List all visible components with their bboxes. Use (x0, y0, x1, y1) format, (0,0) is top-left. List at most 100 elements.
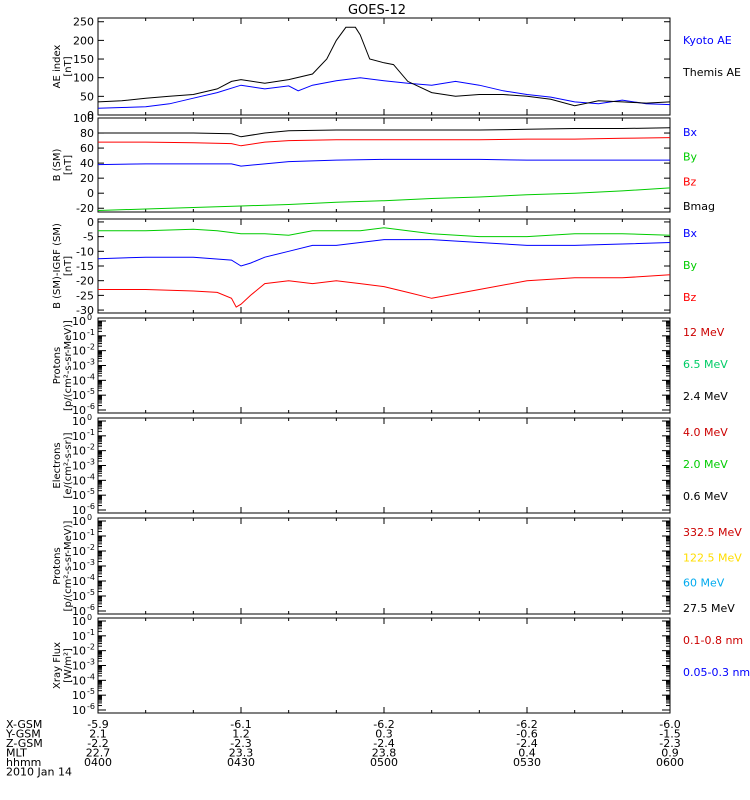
y-tick-label: 0 (87, 216, 94, 229)
legend-label: Bx (683, 126, 698, 139)
footer-row-label: X-GSM (6, 718, 42, 731)
y-tick-label: 10 (72, 615, 86, 628)
y-tick-label: 10 (72, 430, 86, 443)
footer-row-label: Z-GSM (6, 737, 43, 750)
legend-label: 0.05-0.3 nm (683, 666, 750, 679)
footer-row-label: hhmm (6, 756, 41, 769)
panel-frame (97, 617, 671, 714)
legend-label: By (683, 151, 698, 164)
y-tick-exponent: -4 (87, 672, 95, 681)
y-tick-label: 10 (72, 445, 86, 458)
y-tick-label: 10 (72, 605, 86, 618)
series-line-bmag (97, 158, 670, 167)
footer-value: -0.6 (516, 728, 537, 741)
y-tick-exponent: -6 (87, 702, 95, 711)
y-tick-label: -20 (76, 202, 94, 215)
y-tick-label: 10 (72, 545, 86, 558)
footer-value: -2.4 (516, 737, 537, 750)
y-tick-label: -20 (76, 275, 94, 288)
series-line-by (98, 227, 671, 238)
y-tick-exponent: -4 (87, 573, 95, 582)
legend-label: 0.6 MeV (683, 490, 728, 503)
y-tick-exponent: -4 (87, 372, 95, 381)
y-tick-label: 10 (72, 404, 86, 417)
y-tick-exponent: -2 (87, 443, 95, 452)
y-tick-exponent: -2 (87, 643, 95, 652)
y-axis-label: B (SM)-IGRF (SM)[nT] (52, 223, 74, 309)
panel-2: B (SM)[nT] -20 0 20 40 60 80 100 Bx By Bz Bmag (52, 112, 715, 215)
y-axis-label-line: [W/m²] (63, 648, 74, 683)
y-tick-label: 10 (72, 515, 86, 528)
y-tick-exponent: -1 (87, 428, 95, 437)
y-tick-label: 10 (72, 315, 86, 328)
y-tick-exponent: 0 (87, 313, 92, 322)
y-axis-label: Electrons[e/(cm²-s-sr)] (52, 432, 74, 498)
y-tick-exponent: 0 (87, 513, 92, 522)
y-tick-label: -15 (76, 260, 94, 273)
legend-label: 0.1-0.8 nm (683, 634, 743, 647)
y-axis-label: Protons[p/(cm²-s-sr-MeV)] (52, 520, 74, 611)
footer-value: 23.8 (372, 747, 397, 760)
legend-label: 2.0 MeV (683, 458, 728, 471)
panel-frame (97, 218, 671, 314)
y-tick-label: 100 (73, 112, 94, 125)
y-tick-exponent: -3 (87, 358, 95, 367)
y-tick-label: 10 (72, 360, 86, 373)
y-tick-exponent: -6 (87, 402, 95, 411)
y-tick-label: 10 (72, 345, 86, 358)
series-line-bz (98, 137, 671, 147)
y-tick-label: 10 (72, 704, 86, 717)
y-tick-exponent: -5 (87, 387, 95, 396)
y-tick-label: -5 (83, 231, 94, 244)
y-tick-label: 10 (72, 474, 86, 487)
legend-label: 2.4 MeV (683, 390, 728, 403)
footer-value: -2.3 (230, 737, 251, 750)
footer-value: -6.0 (659, 718, 680, 731)
y-axis-label: Xray Flux[W/m²] (52, 642, 74, 689)
footer-date: 2010 Jan 14 (6, 766, 72, 779)
footer-value: -6.1 (230, 718, 251, 731)
y-tick-label: 10 (72, 590, 86, 603)
y-tick-exponent: -3 (87, 458, 95, 467)
panel-frame (97, 517, 671, 615)
footer-table: X-GSM -5.9 -6.1 -6.2 -6.2 -6.0Y-GSM 2.1 1.2 0.3-… (5, 718, 684, 779)
footer-value: -5.9 (87, 718, 108, 731)
y-axis-label-line: Xray Flux (52, 642, 63, 689)
footer-value: 23.3 (229, 747, 254, 760)
y-tick-label: 50 (80, 90, 94, 103)
footer-value: 0530 (513, 756, 541, 769)
y-axis-label-line: Electrons (52, 442, 63, 488)
footer-value: -2.2 (87, 737, 108, 750)
footer-row-label: MLT (6, 747, 27, 760)
y-tick-label: 60 (80, 142, 94, 155)
footer-value: 0600 (656, 756, 684, 769)
y-tick-exponent: -1 (87, 528, 95, 537)
y-axis-label-line: Protons (52, 547, 63, 584)
y-tick-label: -25 (76, 289, 94, 302)
panel-1: AE index[nT] 0 50 100 150 200 250 Kyoto AE Themi… (52, 16, 741, 122)
y-tick-label: -10 (76, 245, 94, 258)
y-tick-label: 10 (72, 330, 86, 343)
y-tick-label: 10 (72, 489, 86, 502)
y-tick-label: 10 (72, 674, 86, 687)
y-tick-label: 0 (87, 187, 94, 200)
legend-label: By (683, 259, 698, 272)
y-tick-exponent: -1 (87, 628, 95, 637)
y-tick-label: 10 (72, 630, 86, 643)
y-tick-label: 10 (72, 504, 86, 517)
y-tick-exponent: -5 (87, 487, 95, 496)
y-tick-exponent: -2 (87, 543, 95, 552)
y-tick-exponent: -5 (87, 588, 95, 597)
panel-frame (97, 317, 671, 414)
legend-label: 6.5 MeV (683, 358, 728, 371)
y-tick-exponent: -3 (87, 658, 95, 667)
y-tick-exponent: -6 (87, 603, 95, 612)
footer-value: -2.4 (373, 737, 394, 750)
y-tick-exponent: -2 (87, 343, 95, 352)
legend-label: 27.5 MeV (683, 602, 735, 615)
